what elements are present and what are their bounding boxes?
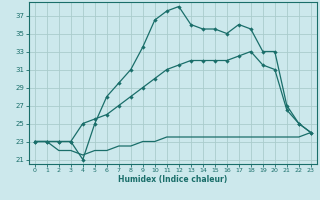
X-axis label: Humidex (Indice chaleur): Humidex (Indice chaleur) [118, 175, 228, 184]
